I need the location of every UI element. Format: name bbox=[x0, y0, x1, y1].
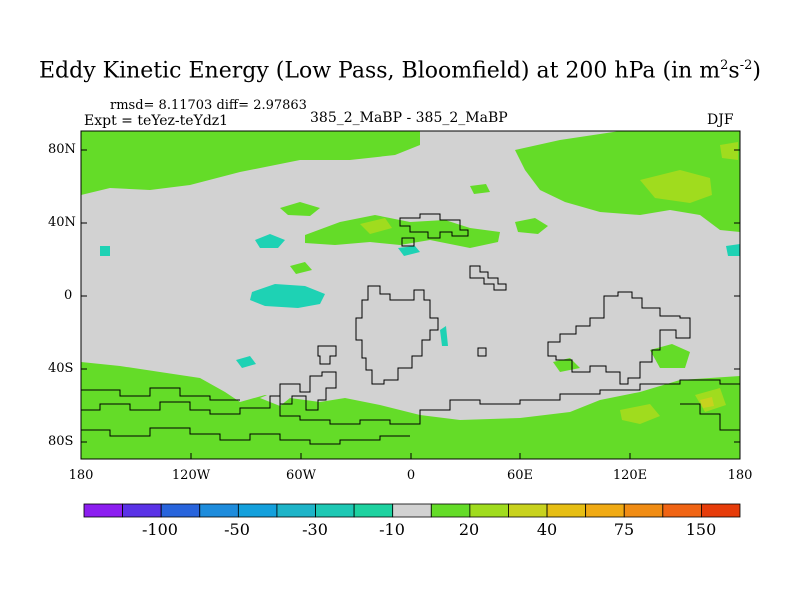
page-title: Eddy Kinetic Energy (Low Pass, Bloomfiel… bbox=[39, 58, 761, 84]
colorbar-label: 40 bbox=[536, 520, 558, 539]
coastline-antarctica bbox=[81, 379, 740, 425]
colorbar bbox=[83, 503, 741, 518]
lat-tick-label: 80S bbox=[48, 434, 74, 449]
lon-tick-label: 180 bbox=[727, 468, 753, 483]
field-green-blob-3 bbox=[470, 184, 490, 194]
field-green-sa-tip bbox=[553, 358, 580, 372]
field-yellowgreen-ne-small bbox=[720, 142, 738, 160]
colorbar-label: -100 bbox=[142, 520, 178, 539]
field-green-north-east bbox=[515, 131, 740, 232]
field-green-south-gap bbox=[260, 392, 290, 406]
lon-tick-label: 120W bbox=[171, 468, 211, 483]
lon-tick-label: 0 bbox=[406, 468, 416, 483]
field-green-blob-1 bbox=[280, 202, 320, 216]
field-green-blob-2 bbox=[515, 218, 548, 234]
colorbar-label: -30 bbox=[302, 520, 328, 539]
field-yellowgreen-north-east bbox=[640, 170, 712, 203]
lat-tick-label: 80N bbox=[48, 142, 76, 157]
lon-tick-label: 120E bbox=[612, 468, 648, 483]
lon-tick-label: 60W bbox=[286, 468, 316, 483]
season-label: DJF bbox=[707, 112, 734, 128]
field-cyan-5 bbox=[726, 244, 740, 256]
coastline-antarctic-inner bbox=[81, 403, 740, 445]
colorbar-swatch bbox=[508, 503, 548, 518]
field-cyan-4 bbox=[100, 246, 110, 256]
axis-ticks bbox=[81, 149, 740, 459]
colorbar-swatch bbox=[662, 503, 702, 518]
field-yellowgreen-south bbox=[620, 404, 660, 424]
coastline-middle-east bbox=[469, 265, 507, 291]
field-yellowgreen-midlat bbox=[360, 218, 392, 234]
lat-tick-label: 40S bbox=[48, 361, 74, 376]
colorbar-swatch bbox=[546, 503, 587, 518]
coastline-africa bbox=[355, 285, 439, 385]
field-green-south-west bbox=[81, 362, 740, 459]
field-cyan-3 bbox=[398, 246, 420, 256]
comparison-label: 385_2_MaBP - 385_2_MaBP bbox=[310, 110, 508, 126]
colorbar-label: 150 bbox=[685, 520, 717, 539]
field-green-blob-4 bbox=[290, 262, 312, 274]
colorbar-label: 20 bbox=[458, 520, 480, 539]
colorbar-swatch bbox=[122, 503, 162, 518]
experiment-label: Expt = teYez-teYdz1 bbox=[84, 113, 229, 129]
coastline-south-left bbox=[81, 387, 240, 401]
stats-label: rmsd= 8.11703 diff= 2.97863 bbox=[110, 98, 307, 113]
colorbar-swatch bbox=[623, 503, 664, 518]
colorbar-swatch bbox=[392, 503, 432, 518]
colorbar-swatch bbox=[160, 503, 201, 518]
colorbar-swatch bbox=[430, 503, 471, 518]
colorbar-swatch bbox=[353, 503, 394, 518]
colorbar-label: -50 bbox=[224, 520, 250, 539]
field-cyan-2 bbox=[255, 234, 285, 248]
coastline-australia bbox=[547, 291, 691, 385]
field-cyan-7 bbox=[440, 326, 448, 346]
coastline-madagascar bbox=[477, 347, 487, 357]
lat-tick-label: 0 bbox=[64, 288, 73, 303]
colorbar-swatch bbox=[701, 503, 741, 518]
map-field bbox=[81, 131, 740, 459]
colorbar-swatch bbox=[237, 503, 278, 518]
field-yellow-south bbox=[700, 397, 714, 408]
lat-tick-label: 40N bbox=[48, 215, 76, 230]
lon-tick-label: 60E bbox=[506, 468, 534, 483]
colorbar-swatch bbox=[315, 503, 355, 518]
colorbar-swatch bbox=[83, 503, 123, 518]
coastlines bbox=[81, 213, 740, 445]
field-cyan-1 bbox=[250, 284, 325, 308]
field-green-north-west bbox=[81, 131, 420, 195]
colorbar-swatch bbox=[585, 503, 625, 518]
coastline-south-america bbox=[279, 345, 337, 411]
colorbar-swatch bbox=[469, 503, 509, 518]
colorbar-swatch bbox=[199, 503, 239, 518]
lon-tick-label: 180 bbox=[68, 468, 94, 483]
colorbar-swatch bbox=[276, 503, 316, 518]
coastline-europe bbox=[399, 213, 469, 247]
colorbar-label: -10 bbox=[379, 520, 405, 539]
field-green-midlat bbox=[305, 215, 500, 248]
field-cyan-6 bbox=[236, 356, 256, 368]
colorbar-label: 75 bbox=[613, 520, 635, 539]
